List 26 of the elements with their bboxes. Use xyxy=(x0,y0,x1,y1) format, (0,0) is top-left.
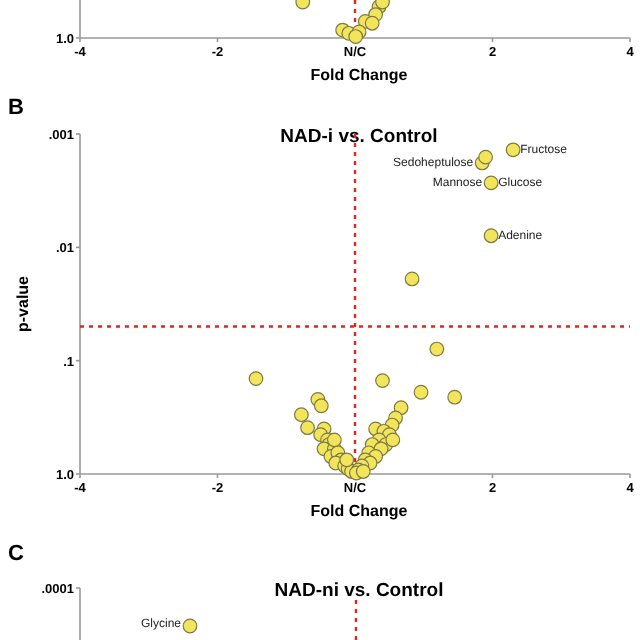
point xyxy=(385,432,401,448)
point xyxy=(478,149,494,165)
point xyxy=(447,389,463,405)
point xyxy=(483,228,499,244)
point xyxy=(413,384,429,400)
x-axis-title: Fold Change xyxy=(310,502,409,520)
point xyxy=(300,420,315,436)
point xyxy=(355,464,371,479)
y-axis-title: p-value xyxy=(14,274,32,333)
x-axis-title: Fold Change xyxy=(310,66,409,84)
point xyxy=(429,341,445,357)
point xyxy=(339,452,355,468)
point xyxy=(326,432,342,448)
point xyxy=(483,175,499,191)
chart-title: NAD-i vs. Control xyxy=(280,126,438,148)
point xyxy=(348,29,364,44)
point xyxy=(375,373,390,389)
point xyxy=(505,142,521,158)
text: B xyxy=(8,96,24,120)
point xyxy=(248,371,264,387)
text: C xyxy=(8,542,24,566)
point xyxy=(364,15,380,31)
point xyxy=(404,271,420,287)
text: NAD-ni vs. Control xyxy=(274,580,444,602)
point xyxy=(313,398,329,414)
point xyxy=(293,407,309,423)
